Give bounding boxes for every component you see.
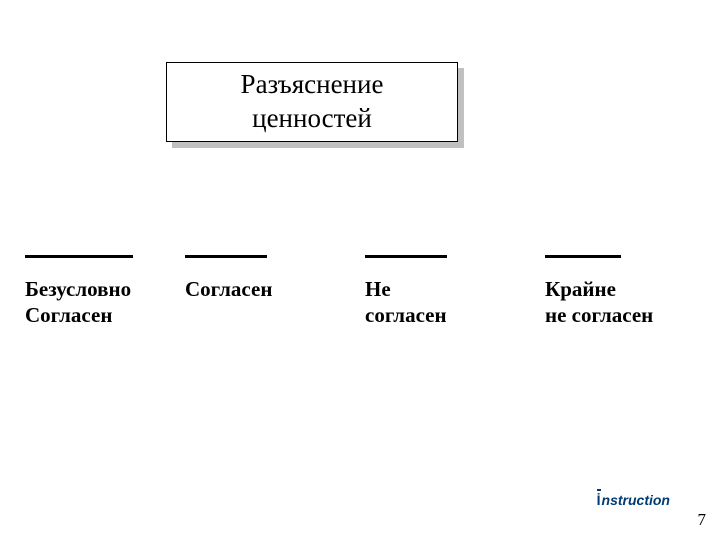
scale-item-3: Крайнене согласен [545, 255, 695, 328]
scale-line-1 [185, 255, 267, 258]
page-number: 7 [698, 510, 707, 530]
scale-item-0: БезусловноСогласен [25, 255, 175, 328]
logo-main: İ nstruction [597, 489, 670, 508]
logo-i: İ [597, 489, 601, 508]
scale-line-3 [545, 255, 621, 258]
title-line1: Разъяснение [241, 69, 384, 99]
scale-item-2: Несогласен [365, 255, 535, 328]
scale-container: БезусловноСогласен Согласен Несогласен К… [25, 255, 695, 328]
footer-logo: İ nstruction [597, 489, 670, 508]
scale-line-2 [365, 255, 447, 258]
scale-label-1: Согласен [185, 276, 355, 302]
scale-label-2: Несогласен [365, 276, 535, 329]
title-line2: ценностей [252, 103, 372, 133]
logo-text: nstruction [602, 492, 670, 508]
scale-line-0 [25, 255, 133, 258]
scale-label-0: БезусловноСогласен [25, 276, 175, 329]
title-text: Разъяснение ценностей [241, 68, 384, 136]
title-box: Разъяснение ценностей [166, 62, 458, 142]
scale-label-3: Крайнене согласен [545, 276, 695, 329]
scale-item-1: Согласен [185, 255, 355, 328]
